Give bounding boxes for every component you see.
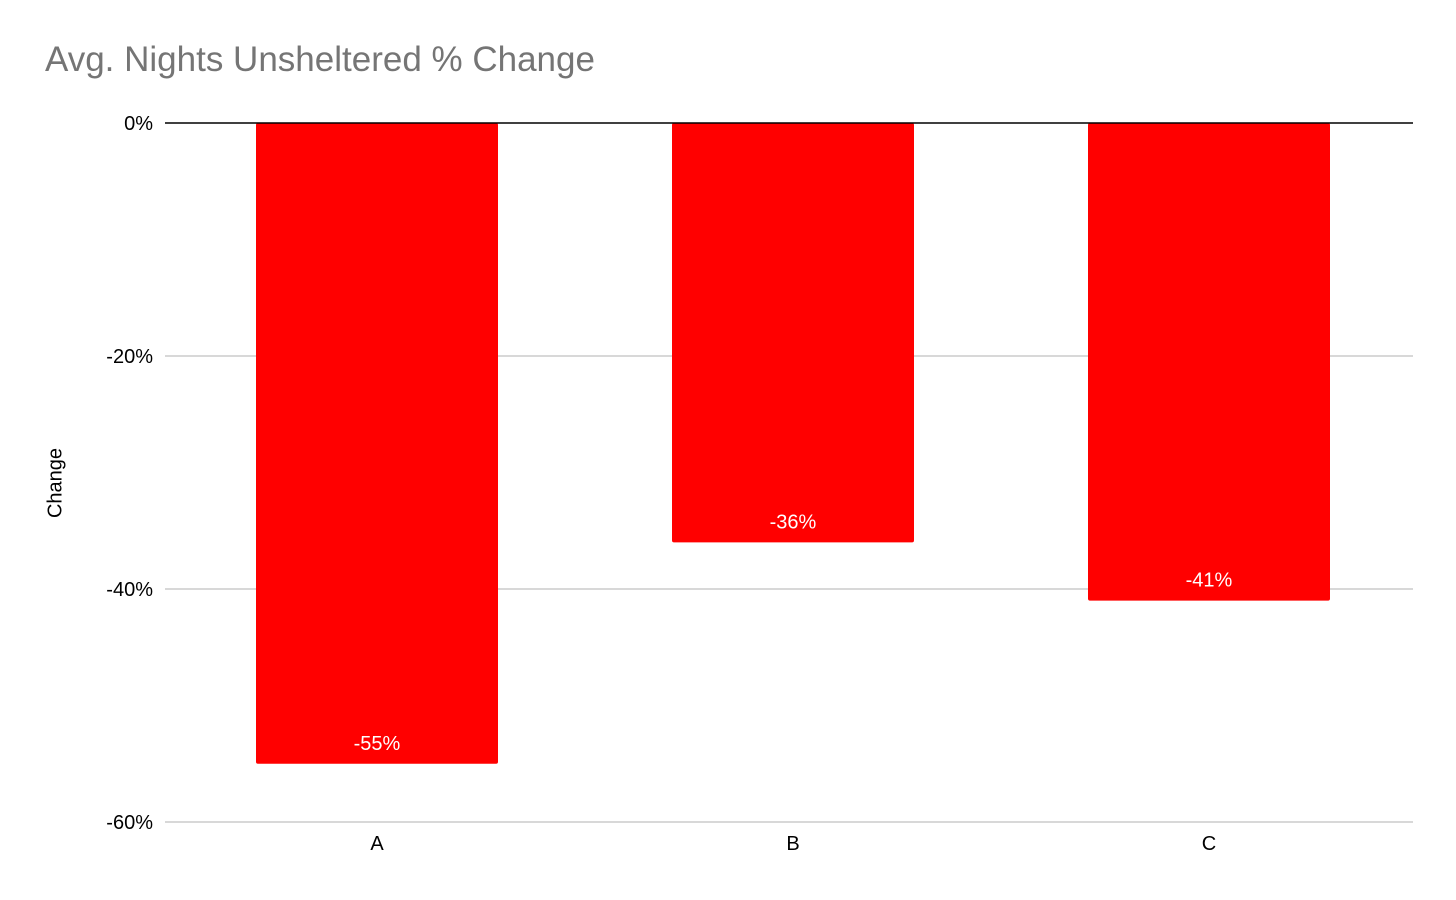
bar <box>256 123 498 764</box>
y-tick-label: -60% <box>106 812 153 834</box>
bar <box>672 123 914 543</box>
data-label: -36% <box>770 511 817 533</box>
y-tick-label: -40% <box>106 579 153 601</box>
data-label: -55% <box>354 733 401 755</box>
data-label: -41% <box>1186 570 1233 592</box>
bar <box>1088 123 1330 601</box>
y-tick-label: -20% <box>106 346 153 368</box>
chart-title: Avg. Nights Unsheltered % Change <box>45 40 595 79</box>
x-tick-label: A <box>370 833 384 855</box>
x-tick-label: C <box>1202 833 1216 855</box>
y-tick-label: 0% <box>124 113 153 135</box>
x-tick-label: B <box>786 833 799 855</box>
